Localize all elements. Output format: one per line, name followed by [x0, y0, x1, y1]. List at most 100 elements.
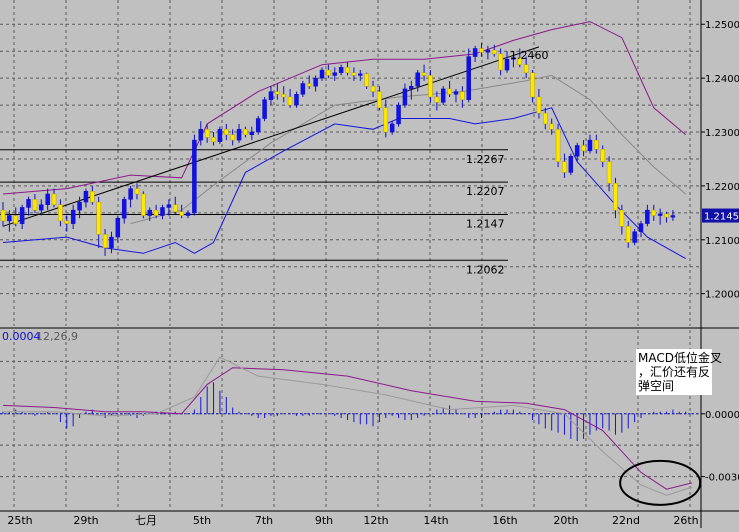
signal-line [3, 356, 693, 496]
annotation-line-2: ，汇价还有反 [638, 365, 710, 379]
candle-up [638, 223, 644, 232]
level-label: 1.2062 [466, 263, 505, 276]
y-tick-label: 1.2400 [705, 74, 739, 85]
candle-down [102, 234, 108, 249]
candle-down [606, 161, 612, 184]
macd-y-tick-label: 0.0000 [705, 410, 739, 421]
x-tick-label: 22nd [612, 514, 640, 527]
candle-up [192, 139, 197, 214]
candle-down [555, 129, 561, 162]
bollinger-upper-line [2, 21, 687, 195]
candle-up [77, 201, 82, 211]
candle-up [670, 215, 676, 218]
candle-down [651, 209, 657, 216]
candle-down [173, 204, 178, 213]
candle-up [587, 139, 593, 152]
candle-up [358, 73, 363, 76]
candle-up [504, 59, 510, 71]
candle-down [204, 129, 210, 138]
candle-up [568, 156, 574, 173]
candle-up [466, 56, 471, 100]
candle-down [345, 67, 350, 73]
candle-down [434, 96, 440, 103]
candle-down [281, 94, 286, 98]
candle-down [383, 107, 389, 133]
x-tick-label: 5th [193, 514, 211, 527]
bollinger-lower-line [2, 107, 686, 260]
candle-up [160, 207, 165, 216]
candle-down [377, 91, 382, 109]
grid [0, 0, 700, 508]
candle-up [657, 213, 663, 216]
candle-up [128, 188, 133, 200]
y-tick-label: 1.2000 [705, 290, 739, 301]
candle-down [211, 137, 216, 142]
candle-up [389, 123, 395, 133]
candle-down [287, 96, 293, 106]
x-tick-label: 20th [553, 514, 578, 527]
y-tick-label: 1.2200 [705, 182, 739, 193]
candle-down [179, 211, 184, 216]
x-tick-label: 26th [673, 514, 698, 527]
candle-up [453, 91, 459, 95]
candle-up [396, 104, 401, 125]
candle-down [421, 72, 427, 76]
last-price-label: 1.2145 [704, 212, 739, 223]
candle-down [153, 209, 159, 216]
candle-up [511, 57, 516, 60]
candle-down [543, 112, 548, 125]
candle-up [645, 209, 650, 224]
annotation-line-3: 弹空间 [638, 379, 674, 393]
x-tick-label: 7th [255, 514, 273, 527]
candle-down [625, 226, 631, 243]
candle-down [600, 149, 605, 162]
candle-up [415, 72, 420, 87]
annotation-line-1: MACD低位金叉 [638, 350, 722, 365]
candle-up [319, 69, 325, 79]
candle-up [7, 215, 12, 222]
annotation-box [636, 349, 712, 395]
macd-panel [0, 356, 702, 506]
x-tick-label: 七月 [135, 514, 157, 527]
candle-up [121, 199, 127, 219]
level-label: 1.2207 [466, 185, 505, 198]
candle-down [664, 213, 669, 218]
candle-down [326, 69, 331, 76]
candle-down [64, 220, 70, 224]
candle-down [619, 209, 625, 227]
candle-down [562, 161, 567, 173]
candle-up [19, 207, 25, 224]
candle-up [70, 209, 76, 224]
y-tick-label: 1.2100 [705, 236, 739, 247]
candle-up [45, 193, 50, 206]
candle-down [351, 72, 357, 76]
candle-up [236, 129, 242, 141]
candle-up [255, 118, 261, 133]
candle-up [313, 77, 318, 87]
x-tick-label: 14th [423, 514, 448, 527]
candle-down [364, 73, 369, 87]
candle-up [332, 72, 338, 76]
x-tick-label: 9th [315, 514, 333, 527]
level-label: 1.2267 [466, 153, 505, 166]
candle-down [0, 209, 6, 222]
last-price-box [702, 208, 739, 223]
macd-line [2, 367, 693, 490]
candle-up [26, 199, 31, 208]
candle-down [141, 193, 146, 216]
y-tick-label: 1.2300 [705, 128, 739, 139]
macd-params-label: 12,26,9 [36, 330, 78, 343]
candle-down [594, 139, 599, 150]
annotation-ellipse [619, 459, 702, 506]
candle-up [249, 131, 255, 135]
candle-down [275, 91, 280, 95]
candle-up [440, 88, 446, 103]
candle-down [549, 123, 554, 130]
candle-up [338, 67, 344, 73]
candle-up [198, 129, 204, 141]
candle-down [479, 48, 484, 53]
candle-up [39, 204, 44, 211]
x-tick-label: 16th [492, 514, 517, 527]
